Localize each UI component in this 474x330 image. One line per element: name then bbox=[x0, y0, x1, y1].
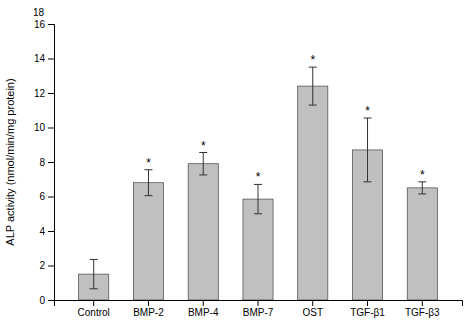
error-bar bbox=[199, 153, 207, 175]
x-tick-label: BMP-7 bbox=[243, 307, 274, 318]
y-tick-label: 8 bbox=[39, 157, 45, 168]
y-tick-label: 6 bbox=[39, 191, 45, 202]
x-tick: TGF-β1 bbox=[350, 300, 385, 318]
x-tick-mark bbox=[312, 300, 313, 306]
y-tick-label: 2 bbox=[39, 260, 45, 271]
bar bbox=[188, 164, 218, 300]
y-tick-mark bbox=[48, 266, 54, 267]
error-bar bbox=[90, 259, 98, 288]
x-tick-mark bbox=[93, 300, 94, 306]
annotation: * bbox=[256, 170, 261, 184]
y-tick-mark bbox=[48, 162, 54, 163]
x-tick-label: OST bbox=[302, 307, 323, 318]
error-bar bbox=[309, 67, 317, 105]
y-tick-label: 12 bbox=[34, 88, 46, 99]
x-tick-label: TGF-β1 bbox=[350, 307, 385, 318]
marks bbox=[79, 67, 438, 300]
y-tick: 4 bbox=[39, 226, 54, 237]
y-tick: 16 bbox=[34, 19, 54, 30]
annotation: * bbox=[146, 156, 151, 170]
x-tick: OST bbox=[302, 300, 323, 318]
y-axis-label: ALP activity (nmol/min/mg protein) bbox=[4, 78, 16, 245]
y-tick-mark bbox=[48, 300, 54, 301]
error-bar bbox=[418, 182, 426, 194]
x-tick-label: TGF-β3 bbox=[405, 307, 440, 318]
y-tick: 10 bbox=[34, 122, 54, 133]
error-bar bbox=[254, 184, 262, 213]
y-tick: 14 bbox=[34, 53, 54, 64]
x-tick-label: BMP-4 bbox=[188, 307, 219, 318]
y-axis: 0 2 4 6 8 10 12 14 16 bbox=[34, 19, 55, 306]
y-tick-label: 14 bbox=[34, 53, 46, 64]
plot: 0 2 4 6 8 10 12 14 16 Control BMP-2 BMP-4 BMP-7 OST TG… bbox=[34, 19, 463, 318]
error-bar bbox=[144, 170, 152, 196]
x-tick-mark bbox=[258, 300, 259, 306]
y-tick: 6 bbox=[39, 191, 54, 202]
annotation: * bbox=[420, 168, 425, 182]
chart: 0 2 4 6 8 10 12 14 16 Control BMP-2 BMP-4 BMP-7 OST TG… bbox=[0, 0, 474, 330]
x-tick: BMP-2 bbox=[133, 300, 164, 318]
y-tick-mark bbox=[48, 59, 54, 60]
y-tick-label: 10 bbox=[34, 122, 46, 133]
x-tick-label: Control bbox=[78, 307, 110, 318]
annotation: * bbox=[201, 139, 206, 153]
x-tick-label: BMP-2 bbox=[133, 307, 164, 318]
x-axis: Control BMP-2 BMP-4 BMP-7 OST TGF-β1 TGF-β3 bbox=[55, 300, 463, 318]
y-tick-label: 16 bbox=[34, 19, 46, 30]
y-tick-label: 0 bbox=[39, 295, 45, 306]
x-tick-mark bbox=[148, 300, 149, 306]
x-tick: BMP-4 bbox=[188, 300, 219, 318]
bar bbox=[298, 86, 328, 300]
annotations: * * * * * * 18 bbox=[33, 7, 425, 184]
x-axis-line bbox=[55, 301, 463, 307]
x-tick: BMP-7 bbox=[243, 300, 274, 318]
x-tick-mark bbox=[367, 300, 368, 306]
y-tick: 2 bbox=[39, 260, 54, 271]
annotation: 18 bbox=[33, 7, 45, 18]
bar bbox=[133, 183, 163, 300]
error-bar bbox=[364, 118, 372, 182]
y-tick-label: 4 bbox=[39, 226, 45, 237]
y-tick: 12 bbox=[34, 88, 54, 99]
bar bbox=[407, 188, 437, 300]
y-tick-mark bbox=[48, 24, 54, 25]
y-tick-mark bbox=[48, 197, 54, 198]
x-tick: TGF-β3 bbox=[405, 300, 440, 318]
y-tick: 0 bbox=[39, 295, 54, 306]
annotation: * bbox=[365, 104, 370, 118]
y-tick: 8 bbox=[39, 157, 54, 168]
x-tick: Control bbox=[78, 300, 110, 318]
annotation: * bbox=[310, 53, 315, 67]
x-tick-mark bbox=[422, 300, 423, 306]
y-tick-mark bbox=[48, 93, 54, 94]
y-axis-line bbox=[48, 25, 55, 301]
x-tick-mark bbox=[203, 300, 204, 306]
y-tick-mark bbox=[48, 231, 54, 232]
y-tick-mark bbox=[48, 128, 54, 129]
